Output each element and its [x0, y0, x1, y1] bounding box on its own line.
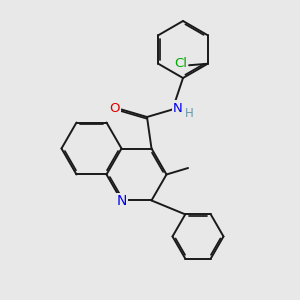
Text: Cl: Cl — [174, 57, 187, 70]
Text: H: H — [184, 106, 194, 120]
Text: O: O — [110, 101, 120, 115]
Text: N: N — [116, 194, 127, 208]
Text: N: N — [173, 101, 183, 115]
